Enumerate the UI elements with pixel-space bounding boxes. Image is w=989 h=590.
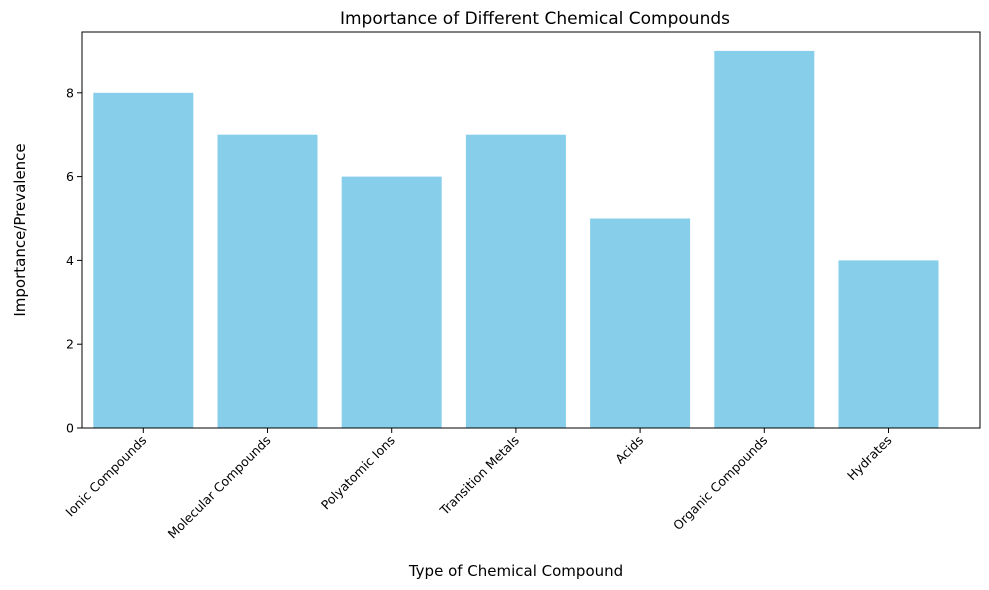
x-tick-label: Ionic Compounds xyxy=(62,433,149,520)
y-tick-label: 4 xyxy=(66,253,74,268)
y-tick-label: 8 xyxy=(66,85,74,100)
x-tick-label: Hydrates xyxy=(844,433,895,484)
y-axis: 0 2 4 6 8 xyxy=(66,85,82,436)
x-axis-label: Type of Chemical Compound xyxy=(408,562,623,580)
plot-frame xyxy=(81,31,981,429)
x-tick-label: Polyatomic Ions xyxy=(318,433,398,513)
x-tick-label: Transition Metals xyxy=(436,433,522,519)
x-axis: Ionic Compounds Molecular Compounds Polyat… xyxy=(62,428,895,542)
bar-organic-compounds xyxy=(714,50,815,429)
bar-ionic-compounds xyxy=(93,92,194,429)
y-axis-label: Importance/Prevalence xyxy=(11,143,29,316)
bar-hydrates xyxy=(838,260,939,428)
x-tick-label: Organic Compounds xyxy=(670,433,770,533)
bar-transition-metals xyxy=(465,134,566,428)
bars-group xyxy=(93,50,939,429)
bar-molecular-compounds xyxy=(217,134,318,428)
bar-acids xyxy=(590,218,691,428)
y-tick-label: 2 xyxy=(66,337,74,352)
x-tick-label: Acids xyxy=(612,433,646,467)
y-tick-label: 0 xyxy=(66,421,74,436)
x-tick-label: Molecular Compounds xyxy=(165,433,274,542)
chart-title: Importance of Different Chemical Compoun… xyxy=(340,9,730,29)
y-tick-label: 6 xyxy=(66,169,74,184)
bar-polyatomic-ions xyxy=(341,176,442,428)
